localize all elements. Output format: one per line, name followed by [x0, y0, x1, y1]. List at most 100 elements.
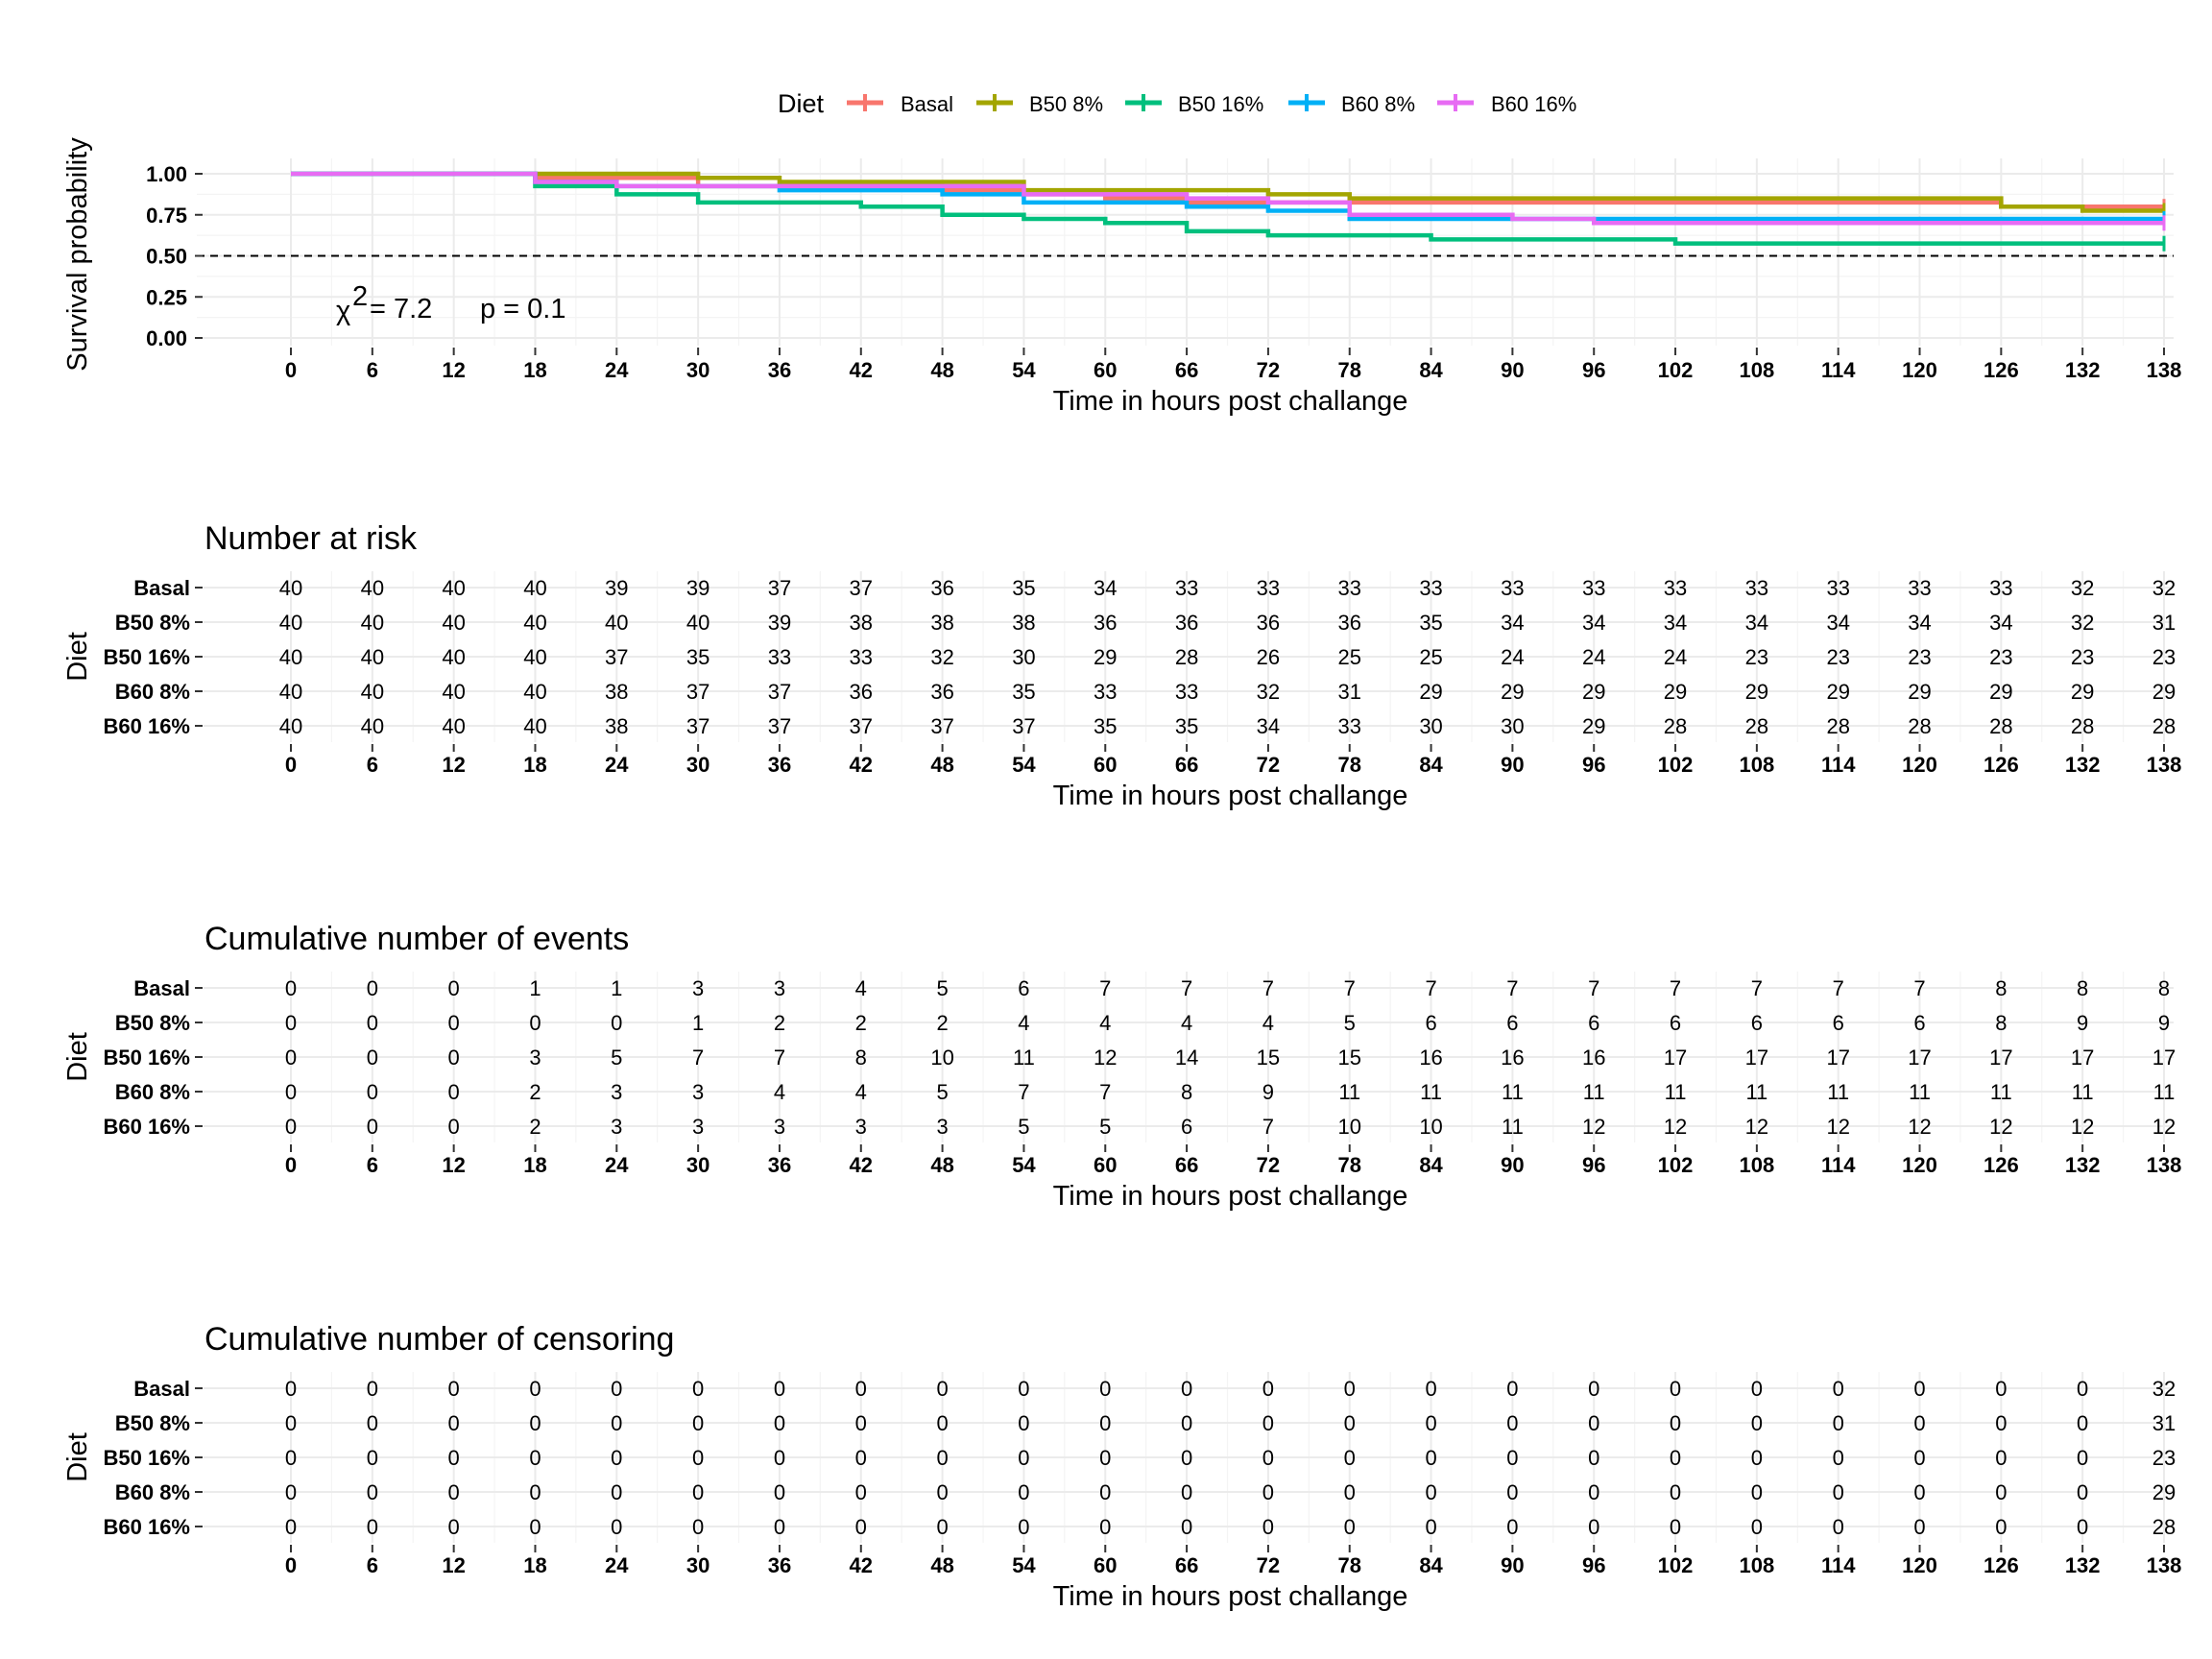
table-cell: 0	[1425, 1377, 1436, 1401]
table-cell: 29	[1989, 680, 2012, 704]
table-cell: 5	[936, 976, 948, 1000]
table-cell: 0	[1262, 1480, 1274, 1504]
table-cell: 33	[1664, 576, 1687, 600]
table-cell: 0	[1099, 1446, 1111, 1470]
survival-curve-b60-16pct	[291, 171, 2164, 226]
table-cell: 38	[1012, 611, 1035, 635]
table-cell: 11	[1013, 1046, 1035, 1070]
table-cell: 0	[1670, 1411, 1681, 1435]
row-label: B50 8%	[115, 611, 190, 635]
legend-label: B50 8%	[1029, 92, 1103, 116]
table-cell: 33	[768, 645, 791, 669]
events-table-title: Cumulative number of events	[204, 921, 629, 957]
table-cell: 0	[1425, 1411, 1436, 1435]
table-cell: 33	[1337, 714, 1360, 738]
table-cell: 32	[2152, 576, 2176, 600]
table-cell: 0	[285, 1411, 297, 1435]
x-tick-label: 114	[1821, 358, 1856, 382]
table-cell: 12	[1908, 1115, 1931, 1139]
table-cell: 0	[448, 1446, 460, 1470]
p-value: p = 0.1	[480, 294, 566, 325]
table-cell: 0	[448, 1011, 460, 1035]
events-table-row-b60-16pct: B60 16% 0 0 0 2 3 3 3 3 3 5 5 6 7 10 10 11 12 12 12 12 12 12 12…	[103, 1115, 2176, 1139]
table-cell: 0	[1588, 1411, 1599, 1435]
row-label: B50 16%	[103, 1446, 190, 1470]
table-cell: 0	[448, 1046, 460, 1070]
x-tick-label: 6	[367, 1553, 378, 1577]
table-cell: 0	[692, 1377, 704, 1401]
table-cell: 15	[1337, 1046, 1360, 1070]
table-cell: 0	[774, 1480, 785, 1504]
x-tick-label: 30	[686, 1553, 709, 1577]
table-cell: 33	[1419, 576, 1442, 600]
table-cell: 30	[1501, 714, 1524, 738]
x-tick-label: 132	[2065, 753, 2101, 777]
table-cell: 34	[1826, 611, 1849, 635]
table-cell: 40	[279, 714, 302, 738]
table-cell: 16	[1501, 1046, 1524, 1070]
x-tick-label: 132	[2065, 1153, 2101, 1177]
x-tick-label: 84	[1419, 358, 1443, 382]
table-cell: 40	[279, 645, 302, 669]
x-tick-label: 36	[768, 1553, 791, 1577]
table-cell: 4	[1262, 1011, 1274, 1035]
table-cell: 7	[1833, 976, 1844, 1000]
table-cell: 0	[1913, 1515, 1925, 1539]
x-tick-label: 60	[1094, 1553, 1117, 1577]
table-cell: 28	[1745, 714, 1768, 738]
x-tick-label: 18	[523, 358, 546, 382]
table-cell: 0	[1018, 1411, 1029, 1435]
row-label: B60 16%	[103, 1115, 190, 1139]
table-cell: 10	[930, 1046, 953, 1070]
table-cell: 0	[367, 1377, 378, 1401]
table-cell: 0	[448, 1115, 460, 1139]
table-cell: 28	[1908, 714, 1931, 738]
table-cell: 0	[1181, 1377, 1192, 1401]
table-cell: 7	[774, 1046, 785, 1070]
table-cell: 35	[1094, 714, 1117, 738]
table-cell: 23	[1745, 645, 1768, 669]
table-cell: 40	[361, 645, 384, 669]
x-tick-label: 102	[1658, 1153, 1694, 1177]
x-tick-label: 72	[1257, 1153, 1280, 1177]
table-cell: 4	[1181, 1011, 1192, 1035]
table-cell: 34	[1745, 611, 1768, 635]
table-cell: 15	[1257, 1046, 1280, 1070]
table-cell: 6	[1181, 1115, 1192, 1139]
table-cell: 23	[2152, 645, 2176, 669]
table-cell: 6	[1506, 1011, 1518, 1035]
table-cell: 8	[1181, 1080, 1192, 1104]
table-cell: 0	[285, 1515, 297, 1539]
table-cell: 11	[1745, 1080, 1767, 1104]
table-cell: 29	[1826, 680, 1849, 704]
table-cell: 7	[1181, 976, 1192, 1000]
x-tick-label: 36	[768, 753, 791, 777]
table-cell: 29	[1908, 680, 1931, 704]
table-cell: 0	[367, 1411, 378, 1435]
x-tick-label: 138	[2147, 1153, 2182, 1177]
table-cell: 40	[361, 576, 384, 600]
table-cell: 7	[1913, 976, 1925, 1000]
table-cell: 0	[2077, 1480, 2088, 1504]
table-cell: 40	[442, 645, 465, 669]
legend-label: B60 8%	[1341, 92, 1415, 116]
cumulative-censoring-table: Cumulative number of censoring Basal 0 0 0 0 0…	[62, 1321, 2181, 1612]
table-cell: 6	[1751, 1011, 1763, 1035]
table-cell: 40	[523, 714, 546, 738]
table-cell: 29	[1582, 714, 1605, 738]
table-cell: 14	[1175, 1046, 1198, 1070]
legend-label: B50 16%	[1178, 92, 1263, 116]
table-cell: 33	[1745, 576, 1768, 600]
table-cell: 30	[1012, 645, 1035, 669]
table-cell: 40	[523, 680, 546, 704]
table-cell: 0	[1833, 1377, 1844, 1401]
x-tick-label: 42	[850, 753, 873, 777]
table-cell: 40	[442, 576, 465, 600]
table-cell: 12	[1989, 1115, 2012, 1139]
events-table-row-b50-8pct: B50 8% 0 0 0 0 0 1 2 2 2 4 4 4 4 5 6 6 6 6 6 6 6 8 9 9	[115, 1011, 2170, 1035]
y-tick-label: 0.25	[146, 285, 187, 309]
x-tick-label: 126	[1984, 1553, 2019, 1577]
table-cell: 11	[1909, 1080, 1931, 1104]
x-tick-label: 72	[1257, 358, 1280, 382]
